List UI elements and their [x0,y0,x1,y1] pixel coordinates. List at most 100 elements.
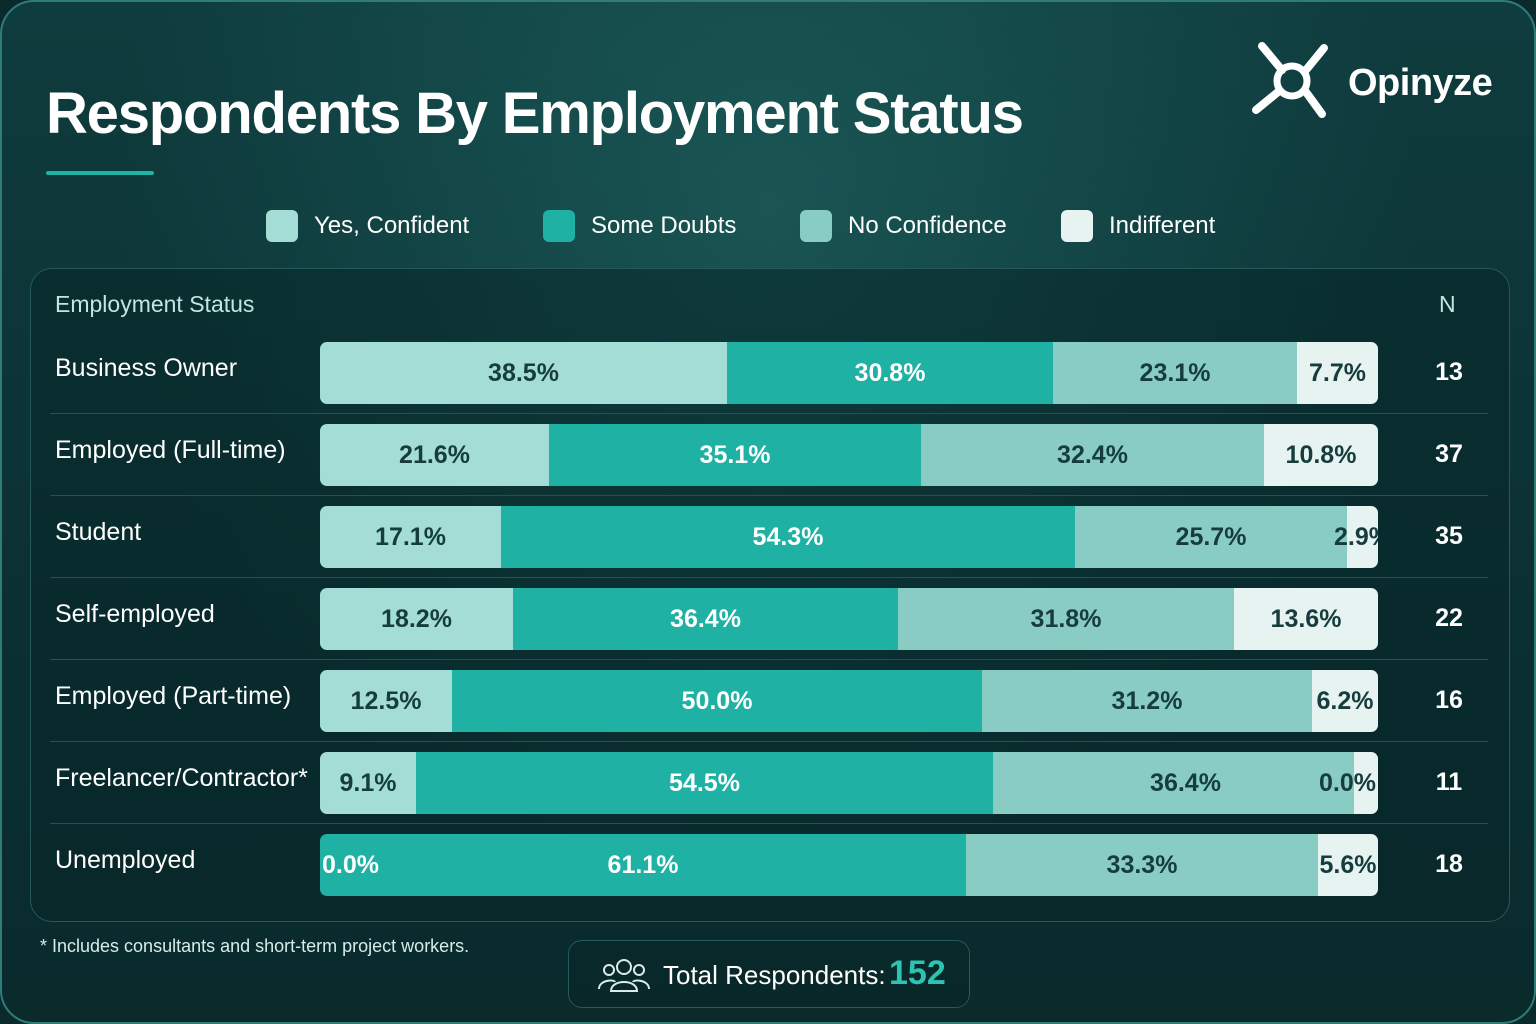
legend-swatch [266,210,298,242]
legend-swatch [543,210,575,242]
stacked-bar: 17.1% 54.3% 25.7% 2.9% [320,506,1378,568]
data-label: 23.1% [1139,358,1211,387]
n-column-header: N [1439,291,1456,317]
users-icon [598,959,650,992]
footnote: * Includes consultants and short-term pr… [40,936,470,956]
data-label: 54.5% [669,768,740,797]
bar-segment-yes-confident: 38.5% [320,342,727,404]
data-label: 2.9% [1334,522,1378,551]
n-value: 11 [1435,768,1463,796]
data-label: 35.1% [699,440,771,469]
n-value: 16 [1435,686,1463,714]
bar-segment-indifferent: 10.8% [1264,424,1378,486]
brand: Opinyze [1252,40,1512,124]
data-label: 0.0% [1319,768,1376,797]
total-respondents-label: Total Respondents: [663,960,886,990]
data-label: 18.2% [381,604,452,633]
n-value: 35 [1435,522,1463,550]
category-label: Student [55,518,142,546]
bar-segment-no-confidence: 32.4% [921,424,1264,486]
total-respondents-box: Total Respondents: 152 [568,940,970,1008]
category-label: Employed (Full-time) [55,436,286,464]
data-label: 30.8% [854,358,926,387]
n-value: 22 [1435,604,1463,632]
bar-segment-yes-confident: 0.0% [320,834,400,896]
total-respondents-value: 152 [889,954,946,992]
data-label: 31.8% [1030,604,1102,633]
data-label: 6.2% [1316,686,1374,715]
bar-segment-some-doubts: 30.8% [727,342,1053,404]
legend-label: No Confidence [848,212,1007,239]
bar-segment-indifferent: 6.2% [1312,670,1378,732]
bar-segment-no-confidence: 31.8% [898,588,1234,650]
data-label: 10.8% [1285,440,1357,469]
legend-label: Yes, Confident [314,212,470,239]
stacked-bar: 12.5% 50.0% 31.2% 6.2% [320,670,1378,732]
bar-segment-yes-confident: 18.2% [320,588,513,650]
data-label: 25.7% [1175,522,1247,551]
legend-swatch [800,210,832,242]
data-label: 5.6% [1319,850,1377,879]
data-label: 33.3% [1106,850,1178,879]
category-column-header: Employment Status [55,291,255,317]
category-label: Freelancer/Contractor* [55,764,308,792]
category-label: Unemployed [55,846,196,874]
stacked-bar: 38.5% 30.8% 23.1% 7.7% [320,342,1378,404]
bar-segment-some-doubts: 61.1% [320,834,966,896]
bar-segment-some-doubts: 54.5% [416,752,993,814]
data-label: 36.4% [1150,768,1221,797]
data-label: 38.5% [488,358,559,387]
chart-legend: Yes, Confident Some Doubts No Confidence In… [2,208,1534,244]
brand-name: Opinyze [1348,62,1493,104]
stacked-bar: 0.0% 61.1% 33.3% 5.6% [320,834,1378,896]
data-label: 7.7% [1309,358,1366,387]
n-value: 37 [1435,440,1463,468]
page-title: Respondents By Employment Status [46,81,1024,146]
bar-segment-no-confidence: 23.1% [1053,342,1297,404]
bar-segment-indifferent: 5.6% [1318,834,1378,896]
bar-segment-indifferent: 13.6% [1234,588,1378,650]
bar-segment-no-confidence: 36.4% [993,752,1378,814]
bar-segment-yes-confident: 17.1% [320,506,501,568]
data-label: 54.3% [752,522,824,551]
data-label: 50.0% [681,686,753,715]
bar-segment-yes-confident: 9.1% [320,752,416,814]
bar-segment-indifferent: 7.7% [1297,342,1378,404]
bar-segment-no-confidence: 25.7% [1075,506,1347,568]
data-label: 61.1% [607,850,679,879]
row-divider [50,495,1488,496]
bar-segment-no-confidence: 31.2% [982,670,1312,732]
row-divider [50,741,1488,742]
category-label: Self-employed [55,600,215,628]
bar-segment-yes-confident: 21.6% [320,424,549,486]
data-label: 9.1% [339,768,397,797]
legend-swatch [1061,210,1093,242]
data-label: 36.4% [670,604,741,633]
data-label: 21.6% [399,440,470,469]
stacked-bar: 9.1% 54.5% 36.4% 0.0% [320,752,1378,814]
data-label: 0.0% [322,850,379,879]
opinyze-logo-icon [1252,42,1328,118]
row-divider [50,659,1488,660]
data-label: 12.5% [350,686,422,715]
legend-label: Indifferent [1109,212,1216,239]
bar-segment-some-doubts: 36.4% [513,588,898,650]
bar-segment-indifferent: 0.0% [1319,752,1378,814]
stacked-bar: 21.6% 35.1% 32.4% 10.8% [320,424,1378,486]
data-label: 31.2% [1111,686,1183,715]
category-label: Employed (Part-time) [55,682,292,710]
data-label: 13.6% [1270,604,1342,633]
data-label: 32.4% [1057,440,1128,469]
legend-label: Some Doubts [591,212,737,239]
title-underline [46,171,154,175]
bar-segment-some-doubts: 54.3% [501,506,1075,568]
data-label: 17.1% [375,522,446,551]
bar-segment-no-confidence: 33.3% [966,834,1318,896]
category-label: Business Owner [55,354,238,382]
bar-segment-some-doubts: 35.1% [549,424,921,486]
row-divider [50,413,1488,414]
row-divider [50,577,1488,578]
bar-segment-some-doubts: 50.0% [452,670,982,732]
row-divider [50,823,1488,824]
